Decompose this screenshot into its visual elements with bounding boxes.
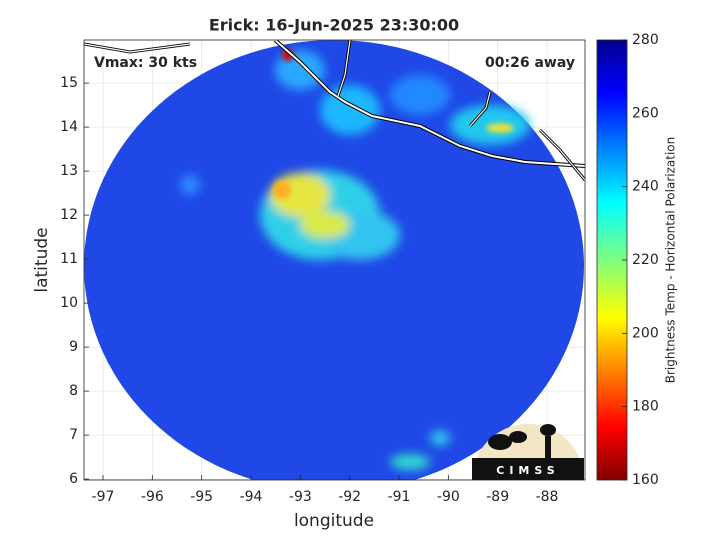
x-tick-label: -93 [289,489,312,505]
coastline [84,40,585,181]
y-axis-label: latitude [32,227,52,292]
y-tick-label: 9 [69,339,78,355]
time-annotation: 00:26 away [485,55,575,71]
hot-spots [273,49,514,199]
y-tick-label: 6 [69,471,78,487]
swath-disk [84,40,584,480]
x-tick-label: -94 [240,489,263,505]
x-tick-label: -92 [338,489,361,505]
x-tick-label: -89 [486,489,509,505]
x-tick-label: -97 [92,489,115,505]
swath [84,40,585,480]
logo: CIMSS [472,424,584,480]
x-ticks: -97 -96 -95 -94 -93 -92 -91 -90 -89 -88 [92,475,559,505]
x-axis-label: longitude [294,511,374,531]
colorbar-ticks: 160 180 200 220 240 260 280 [622,32,659,488]
y-tick-label: 11 [60,251,78,267]
colorbar-tick-label: 280 [632,32,659,48]
colorbar-tick-label: 240 [632,179,659,195]
colorbar-tick-label: 160 [632,472,659,488]
colorbar-label: Brightness Temp - Horizontal Polarizatio… [664,137,678,384]
vmax-annotation: Vmax: 30 kts [94,55,197,71]
colorbar-tick-label: 200 [632,325,659,341]
x-tick-label: -88 [536,489,559,505]
plot-frame [83,39,586,481]
y-tick-label: 12 [60,207,78,223]
y-tick-label: 7 [69,427,78,443]
y-tick-label: 8 [69,383,78,399]
x-tick-label: -91 [388,489,411,505]
y-tick-label: 13 [60,163,78,179]
x-tick-label: -95 [190,489,213,505]
title: Erick: 16-Jun-2025 23:30:00 [209,16,459,35]
y-tick-label: 10 [60,295,78,311]
logo-text: CIMSS [496,464,559,477]
x-tick-label: -96 [141,489,164,505]
y-tick-label: 14 [60,119,78,135]
y-tick-label: 15 [60,75,78,91]
y-ticks: 6 7 8 9 10 11 12 13 14 15 [60,75,89,487]
colorbar-tick-label: 260 [632,105,659,121]
colorbar-tick-label: 180 [632,399,659,415]
colorbar-tick-label: 220 [632,252,659,268]
x-tick-label: -90 [437,489,460,505]
